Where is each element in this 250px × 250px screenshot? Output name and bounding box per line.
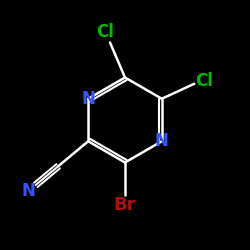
- Text: Cl: Cl: [96, 24, 114, 42]
- Text: N: N: [155, 132, 169, 150]
- Text: N: N: [81, 90, 95, 108]
- Text: N: N: [21, 182, 35, 200]
- Text: Br: Br: [114, 196, 136, 214]
- Text: Cl: Cl: [195, 72, 213, 90]
